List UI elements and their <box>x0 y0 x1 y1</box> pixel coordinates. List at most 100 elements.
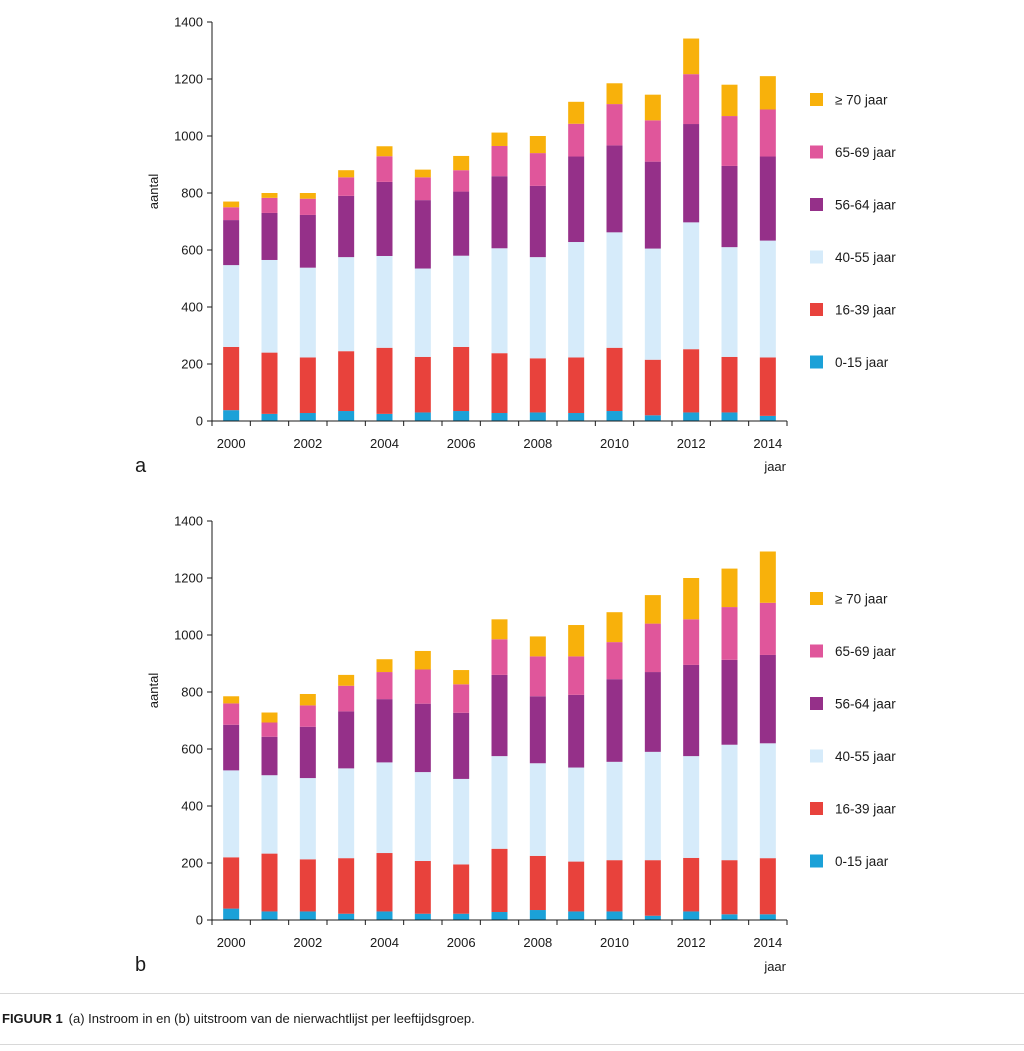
bar-2011-16-39-jaar <box>644 359 661 416</box>
bar-2014-56-64-jaar <box>759 654 776 744</box>
y-tick-label: 800 <box>181 685 203 700</box>
bar-2012-65-69-jaar <box>683 74 700 125</box>
bar-2004-56-64-jaar <box>376 181 393 256</box>
y-tick-label: 600 <box>181 243 203 258</box>
bar-2009-65-69-jaar <box>568 123 585 157</box>
legend-label: 65-69 jaar <box>835 644 896 659</box>
bar-2011-40-55-jaar <box>644 248 661 360</box>
chart-panel-b: 0 200 400 600 800 1000 1200 1400 2000 2002 2004 200… <box>135 514 896 977</box>
bar-2013-56-64-jaar <box>721 659 738 745</box>
y-tick-label: 1000 <box>174 628 203 643</box>
x-tick-label: 2006 <box>447 935 476 950</box>
bar-2012-16-39-jaar <box>683 857 700 912</box>
bar-2000-56-64-jaar <box>223 724 240 771</box>
bar-2005-65-69-jaar <box>414 177 431 201</box>
bar-2010-65-69-jaar <box>606 642 623 680</box>
bar-2006-56-64-jaar <box>453 712 470 779</box>
x-tick-label: 2014 <box>753 935 782 950</box>
bar-2003-40-55-jaar <box>338 257 355 352</box>
bar-2000-56-64-jaar <box>223 220 240 266</box>
bar-2007-40-55-jaar <box>491 756 508 849</box>
x-tick-label: 2006 <box>447 436 476 451</box>
bar-2009-70-jaar <box>568 101 585 124</box>
bar-2012-0-15-jaar <box>683 412 700 421</box>
bar-2001-65-69-jaar <box>261 197 278 213</box>
bar-2001-16-39-jaar <box>261 352 278 414</box>
x-tick-label: 2008 <box>523 935 552 950</box>
bar-2014-65-69-jaar <box>759 602 776 655</box>
bar-2007-16-39-jaar <box>491 353 508 414</box>
bar-2007-40-55-jaar <box>491 248 508 354</box>
bar-2013-16-39-jaar <box>721 860 738 915</box>
bar-2012-70-jaar <box>683 38 700 75</box>
bar-2014-40-55-jaar <box>759 743 776 859</box>
y-tick-label: 1200 <box>174 571 203 586</box>
bar-2003-65-69-jaar <box>338 177 355 196</box>
bar-2002-40-55-jaar <box>299 778 316 860</box>
bar-2010-65-69-jaar <box>606 104 623 146</box>
bar-2010-56-64-jaar <box>606 679 623 762</box>
legend-label: 40-55 jaar <box>835 250 896 265</box>
bar-2011-56-64-jaar <box>644 672 661 752</box>
legend-swatch <box>810 802 823 815</box>
bar-2012-16-39-jaar <box>683 349 700 413</box>
bar-2013-40-55-jaar <box>721 247 738 357</box>
bar-2004-16-39-jaar <box>376 347 393 414</box>
y-tick-label: 400 <box>181 799 203 814</box>
bar-2013-0-15-jaar <box>721 412 738 421</box>
bar-2013-40-55-jaar <box>721 744 738 861</box>
legend-swatch <box>810 198 823 211</box>
bar-2009-16-39-jaar <box>568 357 585 414</box>
bar-2000-65-69-jaar <box>223 207 240 221</box>
bar-2002-56-64-jaar <box>299 214 316 268</box>
bar-2005-40-55-jaar <box>414 268 431 357</box>
bar-2008-70-jaar <box>529 636 546 657</box>
bar-2008-56-64-jaar <box>529 185 546 258</box>
bar-2003-65-69-jaar <box>338 685 355 712</box>
bar-2007-56-64-jaar <box>491 674 508 757</box>
bar-2014-0-15-jaar <box>759 415 776 421</box>
bar-2009-65-69-jaar <box>568 656 585 695</box>
bar-2006-0-15-jaar <box>453 411 470 421</box>
bar-2011-40-55-jaar <box>644 751 661 861</box>
panel-letter: a <box>135 455 147 477</box>
bar-2012-65-69-jaar <box>683 619 700 665</box>
bar-2005-40-55-jaar <box>414 772 431 862</box>
bar-2003-70-jaar <box>338 170 355 178</box>
bar-2012-56-64-jaar <box>683 664 700 757</box>
y-tick-label: 800 <box>181 186 203 201</box>
bar-2007-70-jaar <box>491 132 508 146</box>
bar-2005-16-39-jaar <box>414 356 431 413</box>
y-tick-label: 1000 <box>174 129 203 144</box>
bar-2001-70-jaar <box>261 193 278 198</box>
x-tick-label: 2010 <box>600 935 629 950</box>
bar-2000-40-55-jaar <box>223 265 240 347</box>
x-tick-label: 2004 <box>370 436 399 451</box>
bar-2002-56-64-jaar <box>299 726 316 779</box>
bar-2007-56-64-jaar <box>491 176 508 249</box>
bar-2011-56-64-jaar <box>644 161 661 249</box>
bar-2010-56-64-jaar <box>606 145 623 233</box>
x-tick-label: 2000 <box>217 935 246 950</box>
legend-label: ≥ 70 jaar <box>835 93 888 108</box>
bar-2010-70-jaar <box>606 612 623 643</box>
bar-2011-16-39-jaar <box>644 860 661 916</box>
bar-2007-65-69-jaar <box>491 145 508 177</box>
bar-2009-0-15-jaar <box>568 413 585 421</box>
bar-2005-70-jaar <box>414 169 431 178</box>
bar-2014-16-39-jaar <box>759 357 776 416</box>
bar-2000-70-jaar <box>223 201 240 208</box>
legend-label: 56-64 jaar <box>835 198 896 213</box>
bar-2002-65-69-jaar <box>299 198 316 215</box>
y-tick-label: 200 <box>181 357 203 372</box>
bar-2011-65-69-jaar <box>644 623 661 673</box>
bar-2001-0-15-jaar <box>261 413 278 421</box>
bar-2004-65-69-jaar <box>376 156 393 182</box>
y-tick-label: 1400 <box>174 15 203 30</box>
legend-label: 0-15 jaar <box>835 355 889 370</box>
bar-2000-16-39-jaar <box>223 857 240 909</box>
bar-2013-70-jaar <box>721 84 738 117</box>
legend-swatch <box>810 592 823 605</box>
bar-2008-40-55-jaar <box>529 257 546 359</box>
caption-label: FIGUUR 1 <box>2 1011 63 1026</box>
